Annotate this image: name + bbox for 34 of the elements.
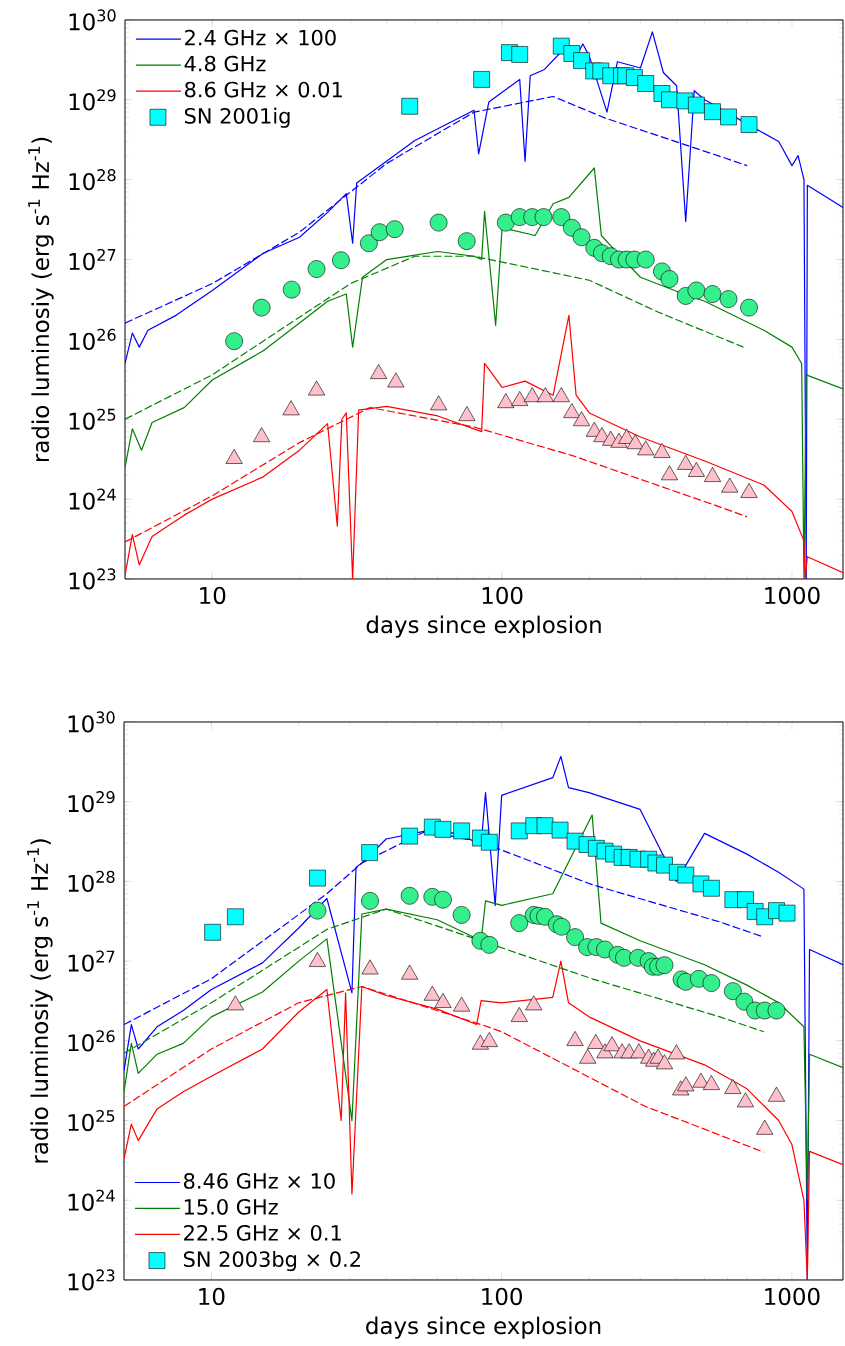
x-tick-label: 10: [199, 1287, 225, 1306]
y-tick-label: 10$^{23}$: [69, 568, 116, 590]
y-tick-label: 10$^{29}$: [69, 89, 116, 111]
legend-label: 4.8 GHz: [184, 55, 266, 72]
x-tick-label: 1000: [765, 1287, 820, 1306]
y-tick-label: 10$^{27}$: [68, 950, 115, 972]
y-tick-label: 10$^{30}$: [69, 9, 116, 31]
y-tick-label: 10$^{23}$: [68, 1269, 115, 1291]
y-tick-label: 10$^{24}$: [69, 488, 116, 510]
legend-label: 8.6 GHz × 0.01: [184, 81, 342, 98]
y-tick-label: 10$^{27}$: [69, 248, 116, 271]
x-tick-label: 100: [482, 1287, 522, 1306]
x-tick-label: 1000: [765, 586, 820, 605]
y-tick-label: 10$^{28}$: [69, 169, 116, 191]
x-axis-title: days since explosion: [366, 615, 601, 638]
x-tick-label: 10: [200, 586, 226, 605]
y-tick-label: 10$^{24}$: [68, 1189, 115, 1211]
y-tick-label: 10$^{25}$: [68, 1109, 115, 1132]
y-tick-label: 10$^{26}$: [69, 328, 116, 351]
y-tick-label: 10$^{28}$: [68, 870, 115, 893]
y-axis-title: radio luminosiy (erg s$^{-1}$ Hz$^{-1}$): [27, 839, 53, 1163]
y-tick-label: 10$^{30}$: [68, 711, 115, 733]
legend-label: 8.46 GHz × 10: [183, 1173, 335, 1189]
legend-label: SN 2003bg × 0.2: [183, 1250, 360, 1272]
x-axis-title: days since explosion: [366, 1316, 601, 1339]
y-tick-label: 10$^{29}$: [68, 791, 115, 813]
legend-label: 2.4 GHz × 100: [185, 29, 336, 46]
y-tick-label: 10$^{25}$: [69, 408, 116, 430]
legend-label: SN 2001ig: [184, 107, 290, 128]
y-tick-label: 10$^{26}$: [68, 1030, 115, 1052]
y-axis-title: radio luminosiy (erg s$^{-1}$ Hz$^{-1}$): [28, 137, 54, 461]
x-tick-label: 100: [482, 586, 523, 605]
legend-label: 22.5 GHz × 0.1: [184, 1224, 341, 1241]
legend-label: 15.0 GHz: [184, 1198, 278, 1215]
